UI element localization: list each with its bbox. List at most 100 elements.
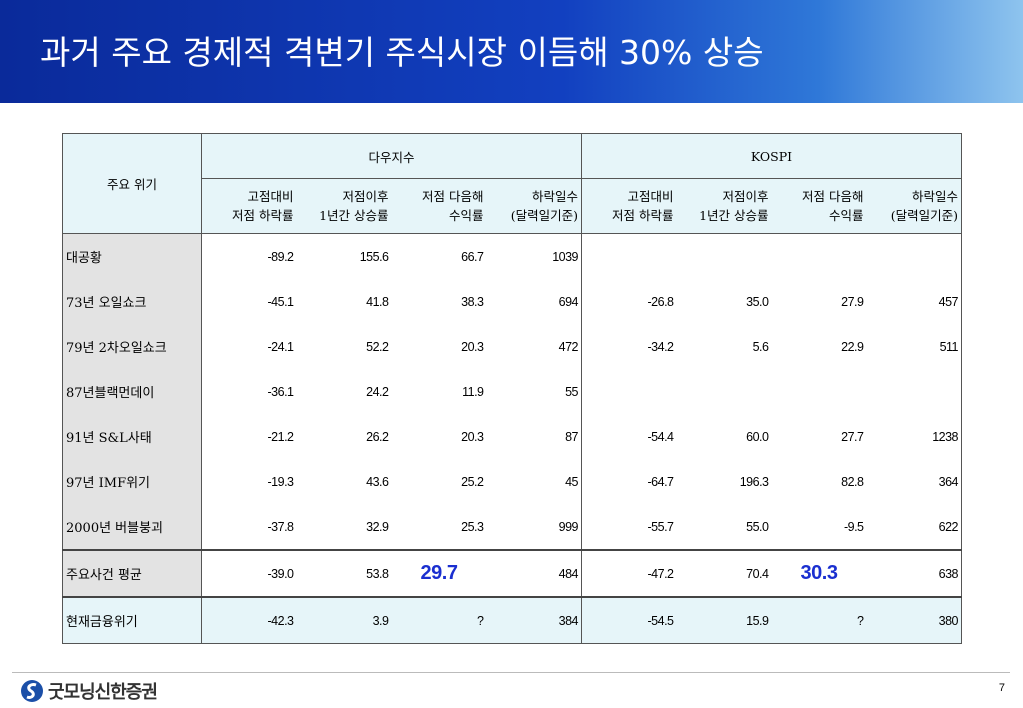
table-cell: -54.4 [647, 429, 675, 444]
table-cell: 484 [486, 549, 582, 597]
logo-text: 굿모닝신한증권 [48, 682, 158, 703]
table-cell: 87 [486, 414, 582, 459]
table-cell: 364 [866, 459, 962, 504]
banner: 과거 주요 경제적 격변기 주식시장 이듬해 30% 상승 [0, 0, 1023, 103]
table-cell: -47.2 [581, 549, 677, 597]
table-cell: -26.8 [647, 294, 675, 309]
table-row: 현재금융위기 -42.3 3.9? 384 -54.5 15.9? 380 [62, 596, 962, 644]
column-header: 저점 다음해 수익률 [771, 178, 867, 234]
row-label: 91년 S&L사태 [62, 414, 202, 459]
table-cell [772, 234, 867, 280]
table-cell: 70.4 [676, 549, 772, 597]
table-cell: -64.7 [647, 474, 675, 489]
table-cell: 53.8 [296, 549, 392, 597]
row-label: 87년블랙먼데이 [62, 369, 202, 414]
table-row: 대공황 -89.2 155.6 66.7 1039 [62, 233, 962, 280]
table-cell: 52.2 [366, 339, 389, 354]
table-cell: 66.7 [461, 249, 484, 264]
row-label: 97년 IMF위기 [62, 459, 202, 504]
table-cell: 694 [486, 279, 582, 324]
table-row: 87년블랙먼데이 -36.1 24.2 11.9 55 [62, 369, 962, 414]
table-cell: 1039 [486, 233, 582, 279]
column-header: 고점대비 저점 하락률 [201, 178, 297, 234]
column-header: 저점이후 1년간 상승률 [676, 178, 772, 234]
table-cell: 30.3 [771, 549, 867, 597]
footer-rule [12, 672, 1010, 673]
table-row: 91년 S&L사태 -21.2 26.2 20.3 87 -54.4 60.0 27.7 123… [62, 414, 962, 459]
group-header: 다우지수 [201, 133, 582, 179]
logo-icon [21, 680, 43, 702]
table-cell: 45 [486, 459, 582, 504]
corner-cell: 주요 위기 [62, 133, 202, 234]
table-cell: -9.5 [843, 519, 864, 534]
table-cell: 20.3 [461, 429, 484, 444]
page-number: 7 [998, 682, 1005, 694]
table-cell: 27.9 [841, 294, 864, 309]
table-cell: 32.9 [366, 519, 389, 534]
column-header: 저점이후 1년간 상승률 [296, 178, 392, 234]
header-row: 주요 위기 다우지수 KOSPI [62, 133, 962, 234]
table-cell: -39.0 [201, 549, 297, 597]
table-cell: 15.9 [676, 596, 772, 644]
table-cell: -37.8 [267, 519, 295, 534]
table-cell: 35.0 [746, 294, 769, 309]
logo: 굿모닝신한증권 [20, 678, 158, 704]
table-cell [582, 234, 677, 280]
title: 과거 주요 경제적 격변기 주식시장 이듬해 30% 상승 [40, 33, 764, 72]
table-cell: -89.2 [267, 249, 295, 264]
table-cell: 622 [866, 504, 962, 550]
table-cell: -54.5 [581, 596, 677, 644]
table-cell: -21.2 [267, 429, 295, 444]
table-cell: 999 [486, 504, 582, 550]
table-cell: -34.2 [647, 339, 675, 354]
table-cell: 25.2 [461, 474, 484, 489]
table-cell: 82.8 [841, 474, 864, 489]
table-cell: 3.9 [296, 596, 392, 644]
table-cell: 5.6 [752, 339, 769, 354]
table-cell [866, 369, 962, 414]
table-cell: 38.3 [461, 294, 484, 309]
table-cell: 43.6 [366, 474, 389, 489]
table-cell: -55.7 [647, 519, 675, 534]
table-row: 주요사건 평균 -39.0 53.8 29.7 484 -47.2 70.4 30.3 638 [62, 549, 962, 597]
column-header: 고점대비 저점 하락률 [581, 178, 677, 234]
row-label: 주요사건 평균 [62, 549, 202, 597]
table-row: 73년 오일쇼크 -45.1 41.8 38.3 694 -26.8 35.0 27.9 457 [62, 279, 962, 324]
row-label: 대공황 [62, 233, 202, 279]
table-cell: 27.7 [841, 429, 864, 444]
table-cell: 384 [486, 596, 582, 644]
subheader-row: 고점대비 저점 하락률 저점이후 1년간 상승률 저점 다음해 수익률 하락일수 (달… [63, 178, 962, 234]
table-cell: 380 [866, 596, 962, 644]
table-cell: 457 [866, 279, 962, 324]
table-cell: 20.3 [461, 339, 484, 354]
table-cell [772, 369, 867, 414]
table-cell: 24.2 [366, 384, 389, 399]
table-cell: 472 [486, 324, 582, 369]
table-cell: 55 [486, 369, 582, 414]
row-label: 현재금융위기 [62, 596, 202, 644]
table-cell: 26.2 [366, 429, 389, 444]
table-cell: 11.9 [462, 384, 484, 399]
table-cell: -19.3 [267, 474, 295, 489]
table-cell: 29.7 [391, 549, 487, 597]
table-cell: 25.3 [461, 519, 484, 534]
table-cell: -42.3 [201, 596, 297, 644]
row-label: 2000년 버블붕괴 [62, 504, 202, 550]
group-header: KOSPI [581, 133, 962, 179]
table-cell: -45.1 [267, 294, 295, 309]
table-cell: -36.1 [267, 384, 295, 399]
table-cell: 60.0 [746, 429, 769, 444]
column-header: 하락일수 (달력일기준) [866, 178, 962, 234]
table-cell: ? [771, 596, 867, 644]
table-row: 97년 IMF위기 -19.3 43.6 25.2 45 -64.7 196.3 82.8 36… [62, 459, 962, 504]
table-cell [677, 234, 772, 280]
table-cell: 638 [866, 549, 962, 597]
table-cell [582, 369, 677, 414]
table-cell: 196.3 [739, 474, 769, 489]
column-header: 저점 다음해 수익률 [391, 178, 487, 234]
row-label: 79년 2차오일쇼크 [62, 324, 202, 369]
table-cell: 155.6 [359, 249, 389, 264]
table-row: 79년 2차오일쇼크 -24.1 52.2 20.3 472 -34.2 5.6 22.9 51… [62, 324, 962, 369]
